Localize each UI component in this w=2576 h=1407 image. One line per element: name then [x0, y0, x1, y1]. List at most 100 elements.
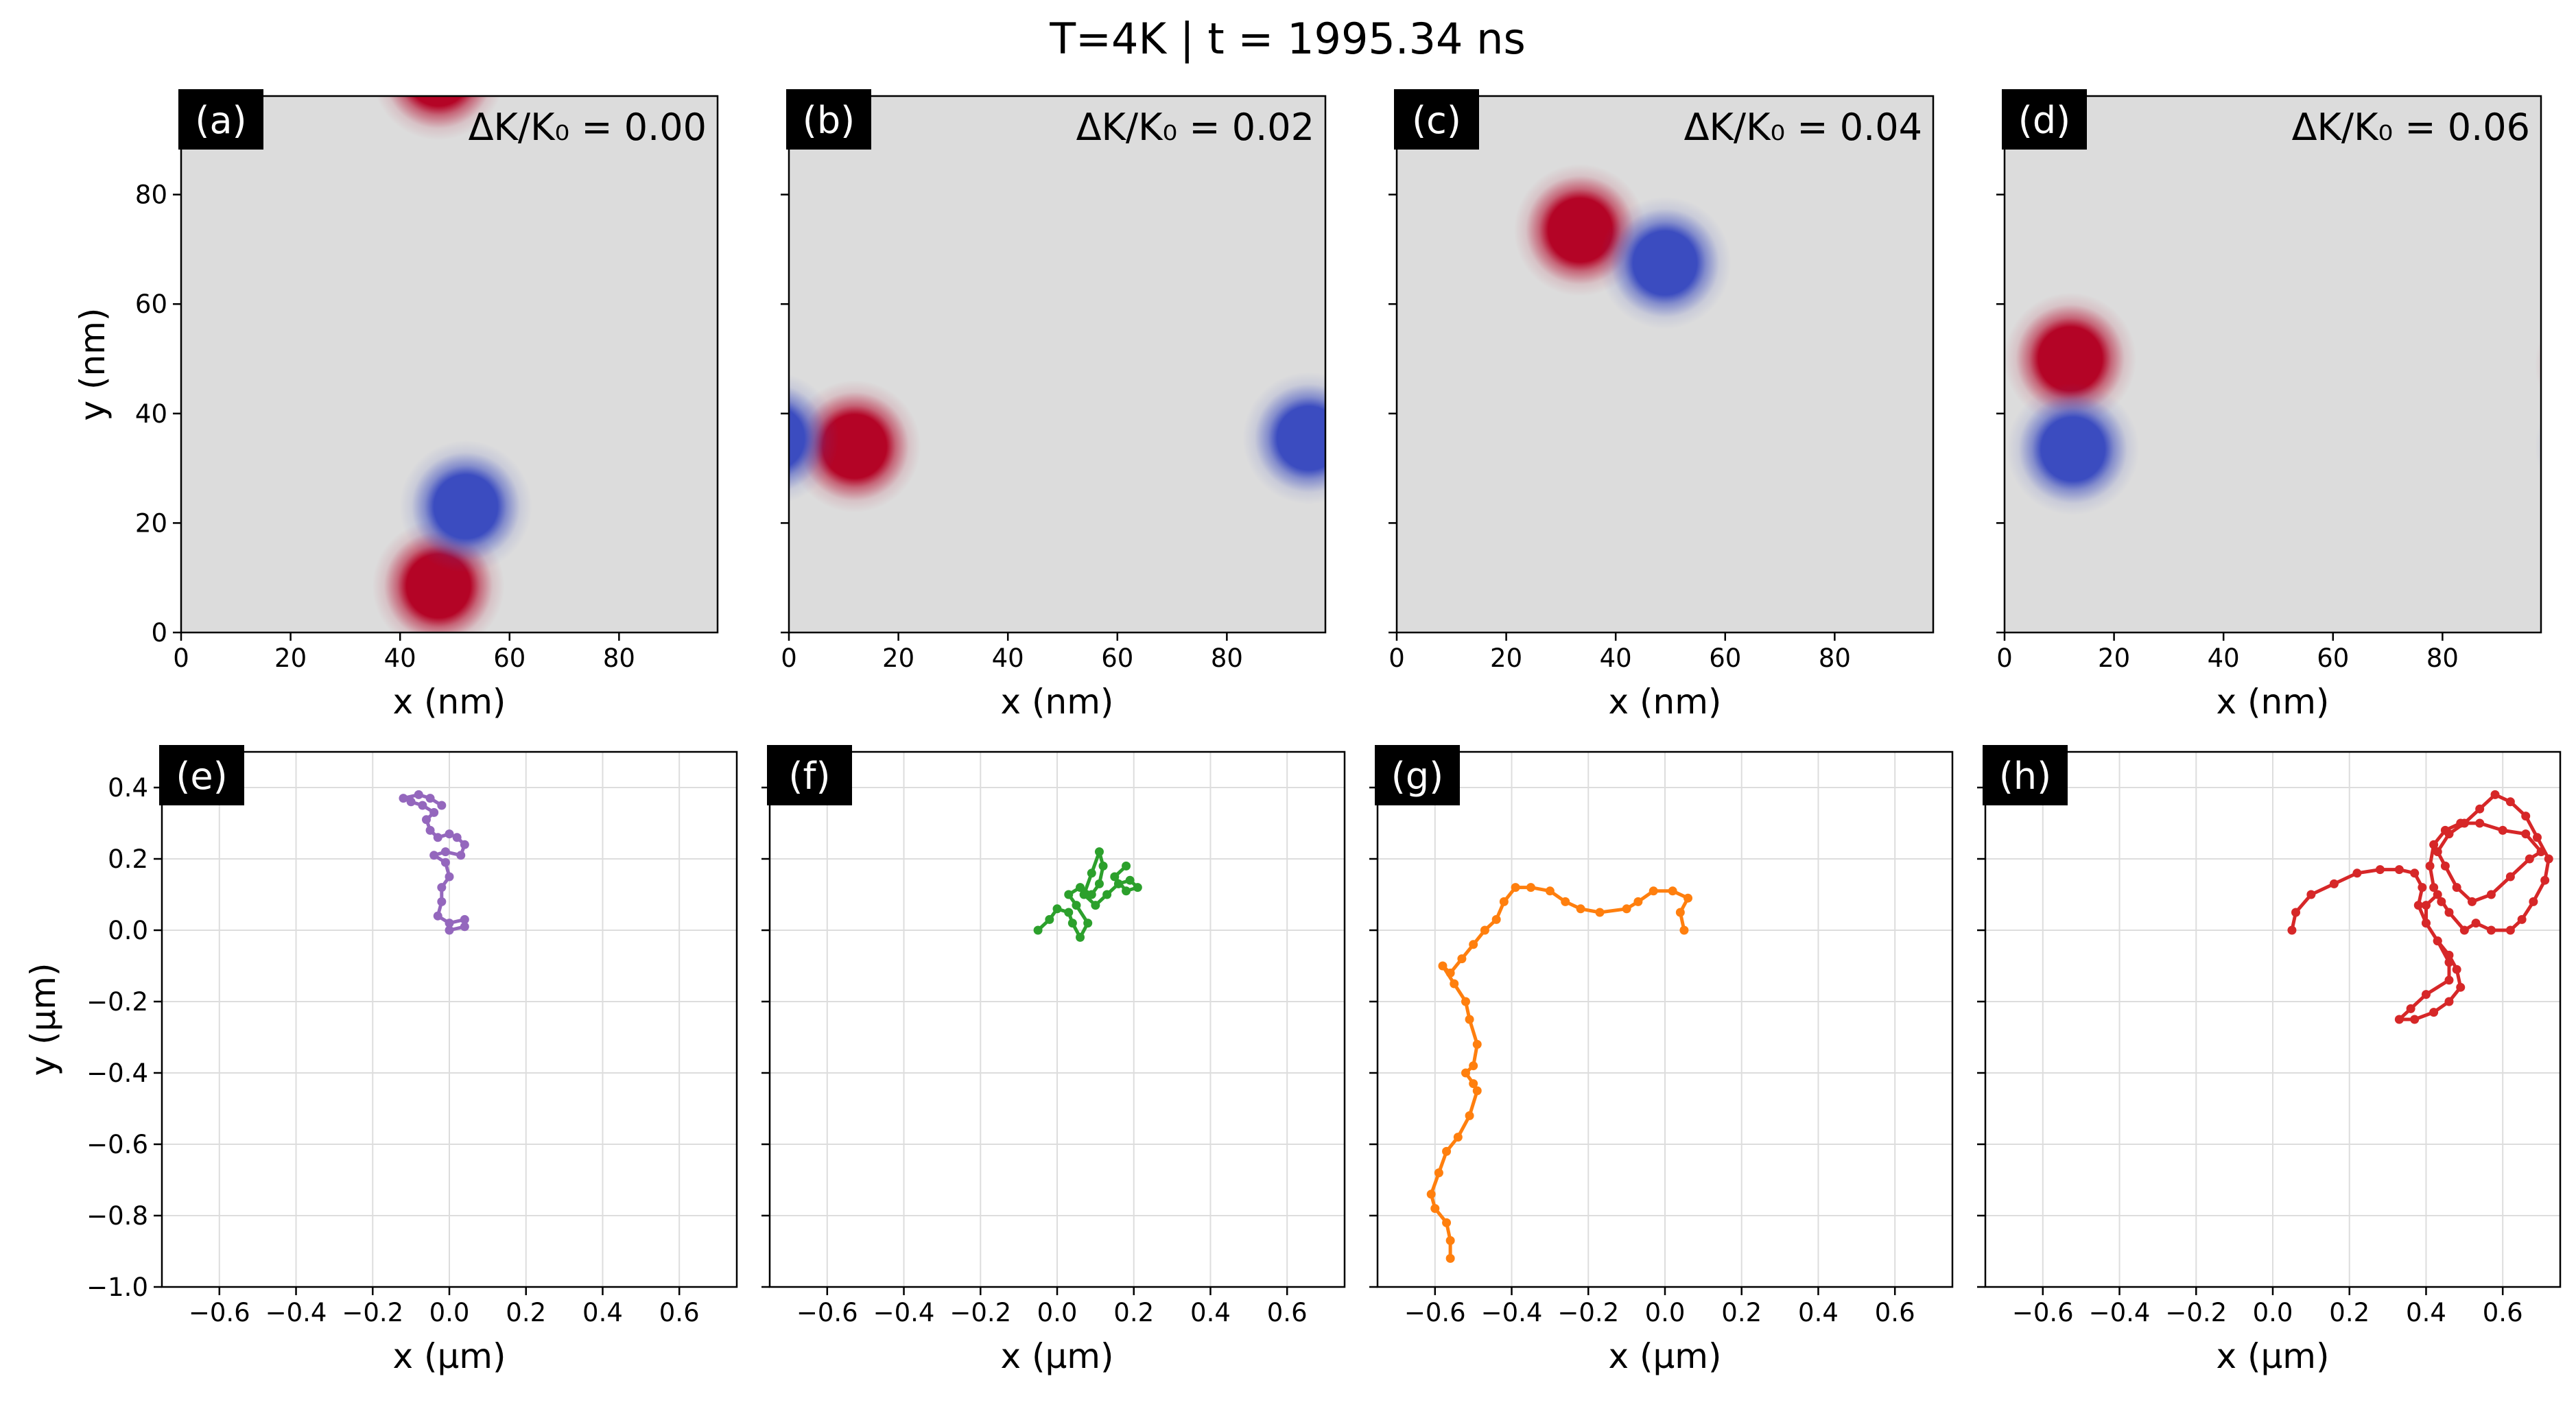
trajectory-point	[437, 883, 447, 892]
panel-tag-box	[1375, 745, 1460, 805]
trajectory-point	[2418, 883, 2427, 892]
skyrmion-negative	[399, 440, 532, 574]
trajectory-point	[1472, 1086, 1482, 1096]
trajectory-point	[2544, 854, 2553, 864]
trajectory-point	[2444, 958, 2454, 967]
x-tick-label: 0	[173, 643, 189, 673]
trajectory-point	[2452, 883, 2461, 892]
trajectory-point	[1450, 979, 1459, 989]
trajectory-point	[2529, 897, 2538, 906]
trajectory-point	[2471, 919, 2481, 928]
x-tick-label: 20	[1490, 643, 1522, 673]
trajectory-point	[1668, 886, 1677, 896]
trajectory-point	[2486, 925, 2496, 935]
x-tick-label: 0.6	[2483, 1298, 2523, 1327]
x-tick-label: −0.4	[265, 1298, 327, 1327]
x-tick-label: 0	[1996, 643, 2013, 673]
trajectory-point	[1434, 1168, 1443, 1178]
x-tick-label: −0.2	[342, 1298, 403, 1327]
x-tick-label: 0.2	[1113, 1298, 1154, 1327]
trajectory-point	[1098, 861, 1108, 871]
trajectory-point	[2394, 865, 2404, 875]
panel-tag-label: (d)	[2018, 99, 2070, 142]
trajectory-point	[2437, 897, 2446, 906]
x-tick-label: 60	[2317, 643, 2349, 673]
trajectory-point	[1076, 932, 1085, 942]
trajectory-point	[1622, 904, 1631, 914]
panel-tag-label: (a)	[195, 99, 246, 142]
trajectory-point	[1461, 997, 1470, 1006]
trajectory-point	[440, 858, 450, 867]
trajectory-point	[1125, 875, 1135, 885]
y-tick-label: −0.6	[86, 1130, 148, 1159]
trajectory-point	[2444, 908, 2454, 917]
skyrmion-negative	[2007, 383, 2140, 516]
panel-tag-box	[767, 745, 852, 805]
trajectory-point	[2475, 804, 2485, 814]
y-tick-label: −0.8	[86, 1201, 148, 1231]
trajectory-point	[1561, 897, 1570, 906]
panel-g: −0.6 −0.4 −0.2 0.0 0.2 0.4 0.6 x (μm) (g)	[1369, 745, 1954, 1376]
delta-k-annotation: ΔK/K₀ = 0.06	[2292, 106, 2530, 149]
skyrmion-negative	[1242, 372, 1325, 505]
y-tick-label: 20	[135, 508, 167, 538]
x-tick-label: 20	[274, 643, 307, 673]
trajectory-point	[1649, 886, 1658, 896]
panel-tag-label: (h)	[1999, 755, 2051, 798]
trajectory-point	[2413, 901, 2423, 910]
axes-frame	[180, 95, 719, 634]
trajectory-point	[1461, 1068, 1470, 1078]
trajectory-point	[445, 919, 454, 928]
x-axis-label: x (μm)	[1608, 1336, 1721, 1376]
x-tick-label: −0.6	[796, 1298, 858, 1327]
x-tick-label: 0.6	[1267, 1298, 1308, 1327]
panel-tag-box	[159, 745, 244, 805]
x-axis-label: x (nm)	[1001, 682, 1114, 722]
trajectory-point	[2440, 825, 2450, 835]
trajectory-point	[2525, 854, 2534, 864]
trajectory-point	[429, 851, 439, 860]
trajectory-point	[2429, 1008, 2439, 1017]
trajectory-point	[2433, 847, 2442, 857]
trajectory-point	[433, 911, 442, 921]
trajectory-point	[2444, 950, 2454, 960]
x-tick-label: 60	[493, 643, 525, 673]
y-tick-label: 0	[151, 618, 167, 648]
y-axis-label: y (μm)	[23, 962, 63, 1076]
trajectory-point	[1102, 890, 1112, 899]
trajectory-point	[2410, 868, 2420, 878]
trajectory-point	[2486, 890, 2496, 899]
trajectory-point	[440, 847, 450, 857]
trajectory-point	[1465, 1111, 1474, 1120]
trajectory-point	[460, 914, 469, 924]
trajectory-point	[2456, 982, 2466, 992]
trajectory-point	[1079, 890, 1089, 899]
x-tick-label: 0.6	[1875, 1298, 1915, 1327]
x-tick-label: −0.6	[1404, 1298, 1466, 1327]
trajectory-point	[2421, 990, 2431, 1000]
panel-tag: (b)	[786, 89, 871, 150]
skyrmion-positive	[375, 96, 501, 141]
trajectory-point	[1438, 961, 1447, 971]
x-tick-label: 40	[2208, 643, 2240, 673]
trajectory-point	[1045, 914, 1054, 924]
y-tick-label: 40	[135, 399, 167, 429]
trajectory-point	[1426, 1190, 1436, 1199]
panel-tag: (a)	[178, 89, 263, 150]
panel-a: 0 20 40 60 80 0 20 40 60 80 x (nm) y (nm) (a) ΔK/K₀ =…	[73, 89, 719, 722]
trajectory-point	[445, 925, 454, 935]
trajectory-point	[1675, 908, 1685, 917]
trajectory-point	[1091, 901, 1100, 910]
x-tick-label: 0.6	[659, 1298, 700, 1327]
trajectory-point	[1094, 879, 1104, 888]
trajectory-point	[429, 807, 439, 817]
trajectory-point	[1633, 897, 1643, 906]
trajectory-point	[2406, 1004, 2415, 1013]
x-tick-label: 60	[1101, 643, 1133, 673]
trajectory-point	[456, 851, 466, 860]
plot-area	[1397, 96, 1933, 632]
trajectory-point	[1133, 883, 1142, 892]
panel-tag: (h)	[1983, 745, 2068, 805]
axes-frame	[2003, 95, 2542, 634]
trajectory-point	[445, 872, 454, 882]
